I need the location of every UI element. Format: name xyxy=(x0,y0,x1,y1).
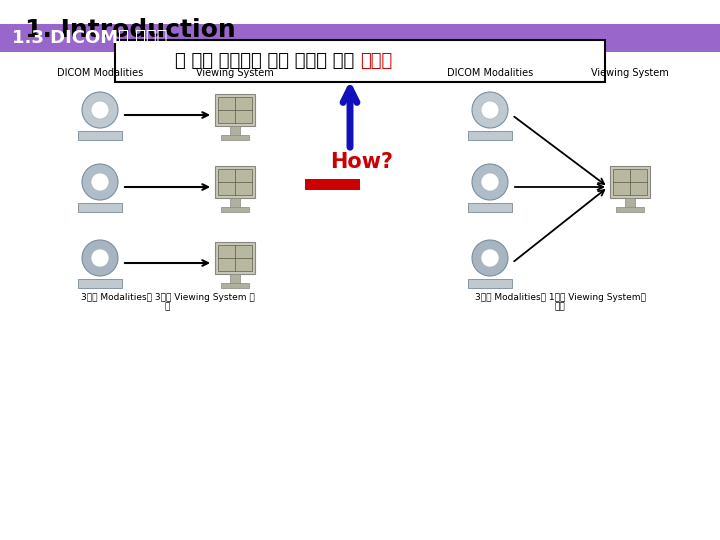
Circle shape xyxy=(472,240,508,276)
Bar xyxy=(218,245,252,271)
Bar xyxy=(78,131,122,140)
Circle shape xyxy=(481,101,499,119)
Bar xyxy=(221,135,249,140)
Text: DICOM Modalities: DICOM Modalities xyxy=(57,68,143,78)
Text: 표준화: 표준화 xyxy=(360,52,392,70)
Bar xyxy=(215,242,255,274)
Text: How?: How? xyxy=(330,152,394,172)
Bar xyxy=(468,203,512,212)
Bar xyxy=(616,207,644,212)
Bar xyxy=(218,169,252,195)
Bar xyxy=(221,207,249,212)
Text: 각 영상 장비간의 상호 연동을 위한: 각 영상 장비간의 상호 연동을 위한 xyxy=(175,52,360,70)
Circle shape xyxy=(91,173,109,191)
Bar xyxy=(610,166,650,198)
Text: Viewing System: Viewing System xyxy=(591,68,669,78)
Bar xyxy=(468,131,512,140)
Bar xyxy=(78,203,122,212)
Bar xyxy=(115,40,605,82)
Circle shape xyxy=(472,92,508,128)
Text: Viewing System: Viewing System xyxy=(196,68,274,78)
Text: 1.3 DICOM의 필요성: 1.3 DICOM의 필요성 xyxy=(12,29,167,47)
Circle shape xyxy=(91,249,109,267)
Text: 1. Introduction: 1. Introduction xyxy=(25,18,235,42)
Bar xyxy=(215,166,255,198)
Circle shape xyxy=(82,164,118,200)
Bar xyxy=(221,283,249,288)
Circle shape xyxy=(91,101,109,119)
Bar xyxy=(230,198,240,208)
Bar xyxy=(78,279,122,288)
Bar xyxy=(613,169,647,195)
Circle shape xyxy=(481,173,499,191)
Bar xyxy=(305,179,360,190)
Bar xyxy=(218,97,252,123)
Text: 필요: 필요 xyxy=(554,302,565,311)
Bar xyxy=(468,279,512,288)
Bar xyxy=(230,126,240,136)
Text: 3기의 Modalities에 3기의 Viewing System 필: 3기의 Modalities에 3기의 Viewing System 필 xyxy=(81,293,254,302)
Text: 3기의 Modalities에 1기의 Viewing System만: 3기의 Modalities에 1기의 Viewing System만 xyxy=(474,293,645,302)
Bar xyxy=(0,24,720,52)
Circle shape xyxy=(481,249,499,267)
Bar xyxy=(230,274,240,284)
Bar xyxy=(625,198,635,208)
Text: DICOM Modalities: DICOM Modalities xyxy=(447,68,533,78)
Circle shape xyxy=(82,92,118,128)
Text: 요: 요 xyxy=(165,302,170,311)
Circle shape xyxy=(472,164,508,200)
Bar xyxy=(215,94,255,126)
Circle shape xyxy=(82,240,118,276)
